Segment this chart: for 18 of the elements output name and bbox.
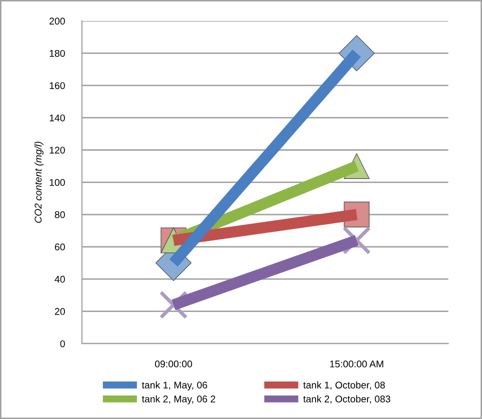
y-axis-title: CO2 content (mg/l): [34, 142, 44, 223]
y-tick-label: 160: [50, 82, 65, 90]
y-tick-label: 140: [50, 114, 65, 122]
x-tick-label: 09:00:00: [154, 360, 192, 368]
y-tick-label: 20: [54, 308, 65, 315]
y-tick-label: 80: [54, 211, 65, 218]
legend-label: tank 2, October, 083: [303, 395, 390, 404]
y-tick-label: 180: [50, 50, 65, 57]
y-tick-label: 60: [54, 244, 65, 250]
legend-label: tank 2, May, 06 2: [142, 395, 216, 404]
legend-label: tank 1, May, 06: [142, 381, 208, 390]
y-tick-label: 40: [54, 276, 65, 283]
x-tick-label: 15:00:00 AM: [330, 360, 384, 368]
y-tick-label: 0: [60, 340, 65, 348]
y-tick-label: 100: [50, 179, 65, 186]
y-tick-label: 200: [50, 18, 65, 25]
y-tick-label: 120: [50, 146, 65, 154]
legend-label: tank 1, October, 08: [303, 381, 385, 390]
